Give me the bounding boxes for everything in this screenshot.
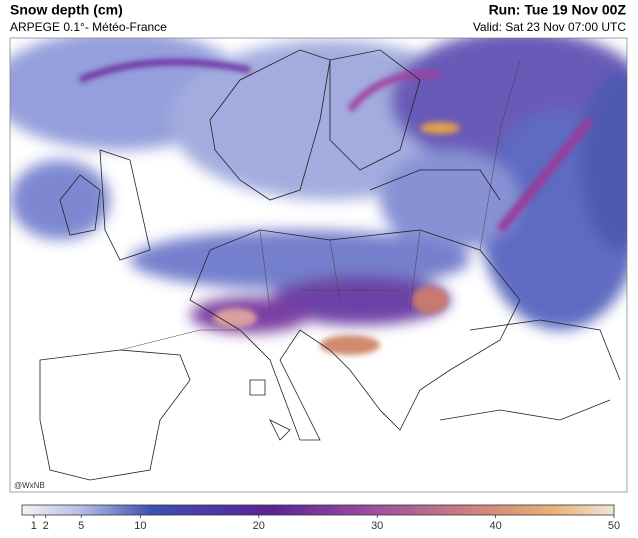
title: Snow depth (cm) — [10, 2, 123, 18]
colorbar-tick-label: 40 — [489, 520, 501, 532]
colorbar-tick-label: 10 — [134, 520, 146, 532]
colorbar-ramp — [21, 504, 615, 516]
credit: @WxNB — [14, 481, 45, 490]
colorbar-tick-label: 30 — [371, 520, 383, 532]
colorbar: 1 2 5 10 20 30 40 50 — [21, 504, 620, 532]
map: @WxNB — [10, 38, 627, 492]
snow-peaks — [78, 59, 594, 355]
borders — [119, 59, 521, 351]
map-frame — [9, 37, 628, 493]
colorbar-tick-label: 20 — [253, 520, 265, 532]
colorbar-tick-label: 1 — [31, 520, 37, 532]
run-time: Run: Tue 19 Nov 00Z — [489, 2, 627, 18]
colorbar-tick-label: 5 — [78, 520, 84, 532]
coastlines — [39, 49, 621, 481]
valid-time: Valid: Sat 23 Nov 07:00 UTC — [473, 20, 627, 34]
subtitle: ARPEGE 0.1°- Météo-France — [10, 20, 167, 34]
snow-field — [10, 38, 627, 333]
colorbar-tick-label: 2 — [43, 520, 49, 532]
colorbar-tick-label: 50 — [608, 520, 620, 532]
